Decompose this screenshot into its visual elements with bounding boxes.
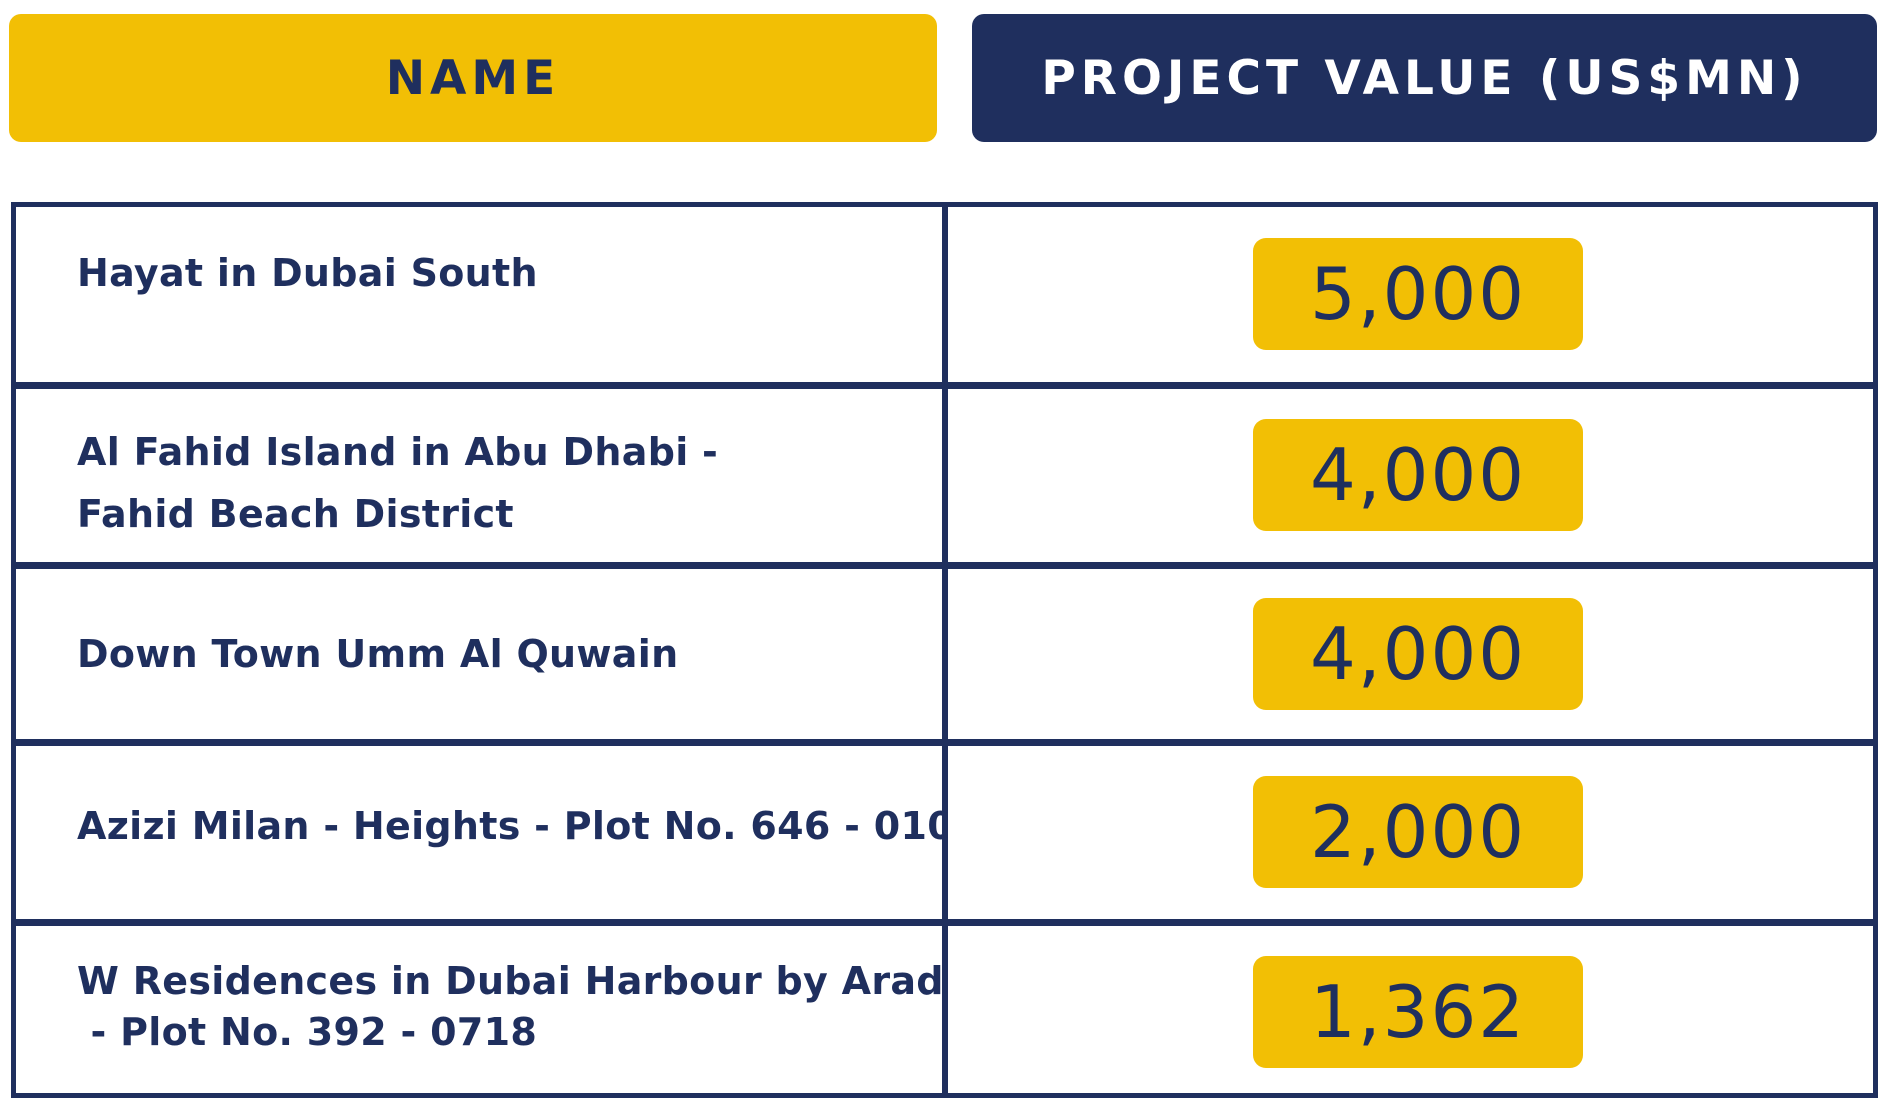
project-value: 1,362 <box>1309 970 1527 1054</box>
table-row: Down Town Umm Al Quwain 4,000 <box>11 569 1878 739</box>
project-name-line: - Plot No. 392 - 0718 <box>77 1010 538 1054</box>
project-name: Hayat in Dubai South <box>77 247 538 299</box>
project-value-badge: 2,000 <box>1253 776 1583 888</box>
project-value-badge: 1,362 <box>1253 956 1583 1068</box>
project-name-cell: Hayat in Dubai South <box>16 207 942 382</box>
project-value-column-header: PROJECT VALUE (US$MN) <box>972 14 1877 142</box>
project-name: Azizi Milan - Heights - Plot No. 646 - 0… <box>77 800 981 852</box>
project-name-cell: Down Town Umm Al Quwain <box>16 569 942 739</box>
name-column-header: NAME <box>9 14 937 142</box>
project-value: 4,000 <box>1309 612 1527 696</box>
project-value-cell: 4,000 <box>948 389 1873 562</box>
project-value: 5,000 <box>1309 252 1527 336</box>
project-value-badge: 4,000 <box>1253 419 1583 531</box>
project-value: 4,000 <box>1309 433 1527 517</box>
project-name-cell: Al Fahid Island in Abu Dhabi - Fahid Bea… <box>16 389 942 562</box>
project-name-line: Fahid Beach District <box>77 492 514 536</box>
project-value-cell: 5,000 <box>948 207 1873 382</box>
project-name-cell: W Residences in Dubai Harbour by Arada -… <box>16 926 969 1093</box>
table-row: Azizi Milan - Heights - Plot No. 646 - 0… <box>11 746 1878 919</box>
project-name: Al Fahid Island in Abu Dhabi - Fahid Bea… <box>77 421 718 545</box>
table-row: W Residences in Dubai Harbour by Arada -… <box>11 926 1878 1093</box>
project-name-line: Azizi Milan - Heights - Plot No. 646 - 0… <box>77 804 981 848</box>
project-table: Hayat in Dubai South 5,000 Al Fahid Isla… <box>11 202 1878 1098</box>
project-value-cell: 1,362 <box>948 926 1873 1093</box>
project-value-column-header-label: PROJECT VALUE (US$MN) <box>1041 50 1808 106</box>
project-name-line: Hayat in Dubai South <box>77 251 538 295</box>
project-value-badge: 5,000 <box>1253 238 1583 350</box>
name-column-header-label: NAME <box>385 50 561 106</box>
project-name: W Residences in Dubai Harbour by Arada -… <box>77 956 970 1058</box>
project-name-line: Al Fahid Island in Abu Dhabi - <box>77 430 719 474</box>
project-name-cell: Azizi Milan - Heights - Plot No. 646 - 0… <box>16 746 980 919</box>
project-name-line: W Residences in Dubai Harbour by Arada <box>77 959 970 1003</box>
project-value-badge: 4,000 <box>1253 598 1583 710</box>
project-name-line: Down Town Umm Al Quwain <box>77 632 679 676</box>
project-value-cell: 4,000 <box>948 569 1873 739</box>
table-row: Al Fahid Island in Abu Dhabi - Fahid Bea… <box>11 389 1878 562</box>
table-row: Hayat in Dubai South 5,000 <box>11 207 1878 382</box>
project-value: 2,000 <box>1309 790 1527 874</box>
project-name: Down Town Umm Al Quwain <box>77 628 678 680</box>
project-value-cell: 2,000 <box>948 746 1873 919</box>
